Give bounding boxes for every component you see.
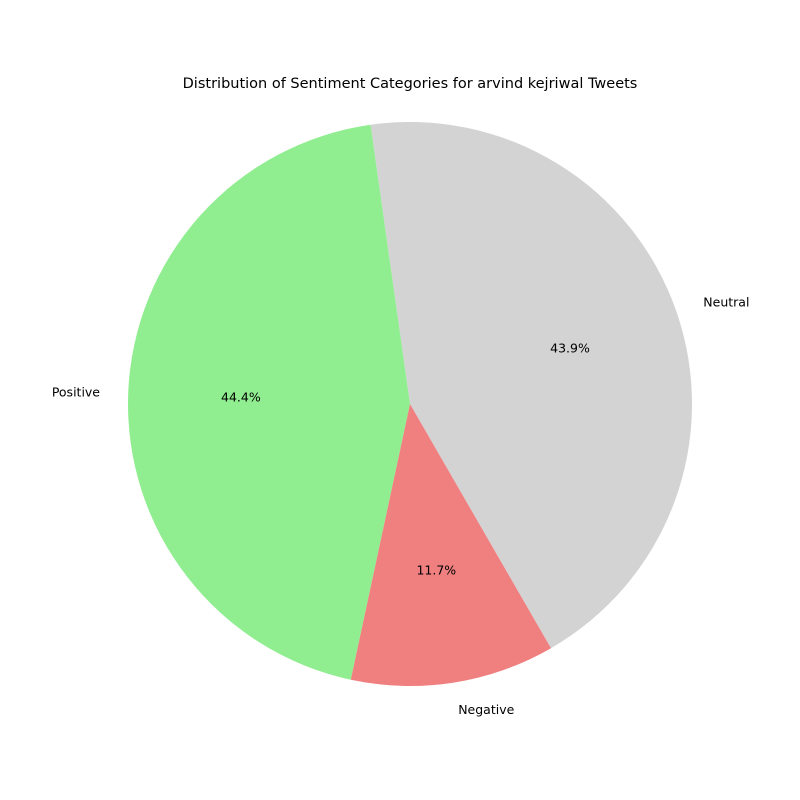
slice-label-neutral: Neutral [703, 294, 749, 309]
pie-slice-neutral [370, 121, 693, 649]
pct-label-neutral: 43.9% [550, 340, 590, 355]
pie-labels: Neutral 43.9% Positive 44.4% Negative 11.7% [52, 294, 750, 717]
pie-slices [128, 121, 693, 686]
chart-title: Distribution of Sentiment Categories for… [183, 76, 638, 92]
slice-label-negative: Negative [458, 702, 514, 717]
pct-label-positive: 44.4% [221, 390, 261, 405]
slice-label-positive: Positive [52, 385, 100, 400]
pie-slice-negative [350, 404, 551, 686]
pie-slice-positive [128, 124, 410, 680]
pct-label-negative: 11.7% [416, 563, 456, 578]
